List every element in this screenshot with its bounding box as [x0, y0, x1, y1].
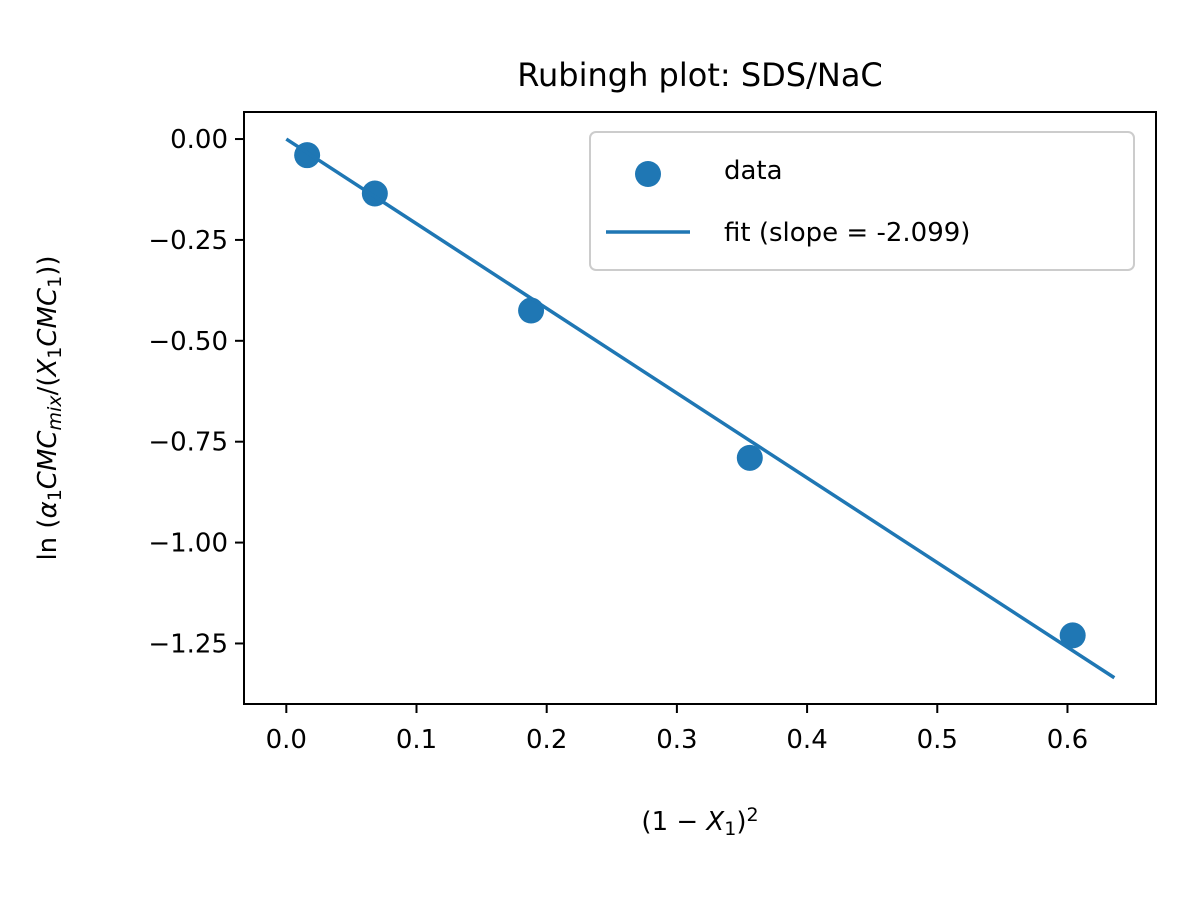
- legend-entry-label: fit (slope = -2.099): [724, 218, 970, 248]
- legend-entry-label: data: [724, 156, 783, 186]
- x-tick-label: 0.3: [656, 725, 697, 755]
- y-tick-label: −0.50: [148, 327, 228, 357]
- x-axis: 0.0 0.1 0.2 0.3 0.4 0.5 0.6: [266, 704, 1088, 755]
- x-tick-label: 0.1: [396, 725, 437, 755]
- data-point: [1059, 622, 1086, 649]
- plot-area: [243, 111, 1157, 705]
- legend-box: [589, 131, 1135, 271]
- data-point: [736, 444, 763, 471]
- x-axis-label: (1 − X1)2: [641, 804, 758, 840]
- x-tick-label: 0.2: [526, 725, 567, 755]
- x-tick-label: 0.0: [266, 725, 307, 755]
- plot-frame: [243, 111, 1157, 705]
- chart-title: Rubingh plot: SDS/NaC: [517, 56, 883, 94]
- x-tick-label: 0.4: [786, 725, 827, 755]
- legend-marker-swatch: [635, 161, 661, 187]
- y-tick-label: −0.25: [148, 226, 228, 256]
- legend: data fit (slope = -2.099): [589, 131, 1135, 271]
- x-tick-label: 0.6: [1047, 725, 1088, 755]
- fit-line: [285, 137, 1116, 680]
- y-axis-label: ln (α1CMCmix/(X1CMC1)): [33, 255, 66, 560]
- y-tick-label: −1.25: [148, 629, 228, 659]
- data-point: [518, 297, 545, 324]
- y-axis: 0.00 −0.25 −0.50 −0.75 −1.00 −1.25: [148, 125, 244, 659]
- y-tick-label: −0.75: [148, 428, 228, 458]
- y-tick-label: 0.00: [170, 125, 228, 155]
- y-tick-label: −1.00: [148, 529, 228, 559]
- x-tick-label: 0.5: [917, 725, 958, 755]
